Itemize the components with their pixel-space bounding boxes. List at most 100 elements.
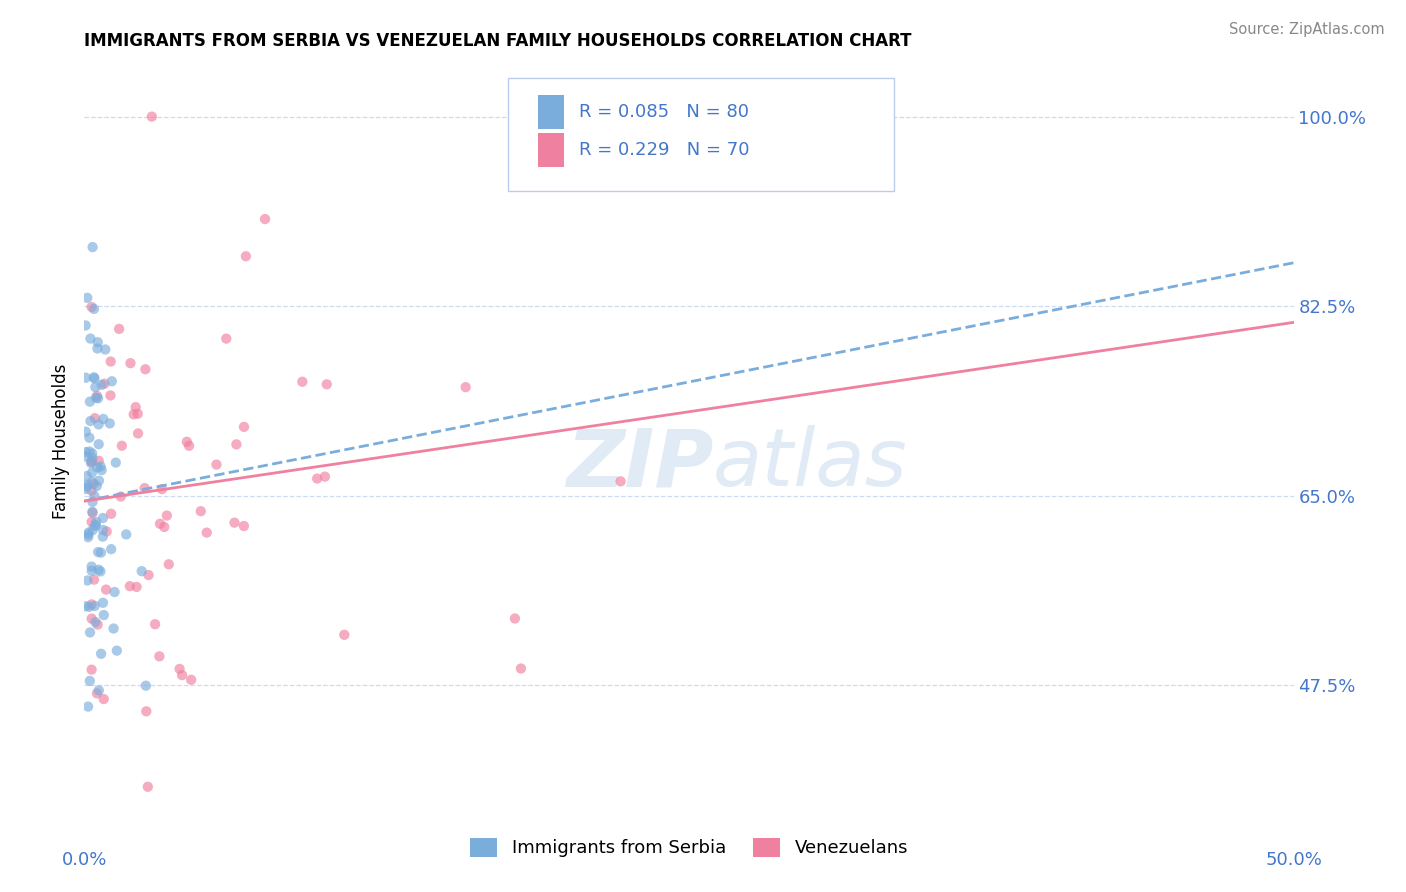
Text: ZIP: ZIP (565, 425, 713, 503)
Point (80, 456, 103, 470)
Point (84, 518, 107, 533)
Point (87, 454, 110, 468)
Point (91, 511, 114, 525)
Point (79, 444, 101, 458)
Point (83, 489, 105, 503)
Point (77, 527, 100, 541)
Point (79, 394, 101, 409)
Point (103, 585, 125, 599)
Point (82, 495, 104, 509)
Point (91, 523, 114, 537)
Point (157, 558, 180, 572)
Point (86, 479, 108, 493)
Point (105, 643, 128, 657)
Point (224, 516, 246, 530)
Text: IMMIGRANTS FROM SERBIA VS VENEZUELAN FAMILY HOUSEHOLDS CORRELATION CHART: IMMIGRANTS FROM SERBIA VS VENEZUELAN FAM… (84, 32, 912, 50)
Point (609, 475, 631, 489)
Point (77, 525, 100, 540)
Point (127, 407, 149, 421)
Point (110, 490, 132, 504)
Point (235, 249, 257, 263)
Point (138, 568, 160, 582)
Point (80, 455, 103, 469)
Point (80, 612, 103, 626)
Point (143, 617, 166, 632)
Point (176, 434, 198, 449)
Point (91, 596, 114, 610)
Point (454, 380, 477, 394)
Point (83, 477, 105, 491)
Point (333, 628, 356, 642)
Point (79, 431, 101, 445)
Point (291, 375, 314, 389)
Point (80, 454, 103, 468)
Point (77, 530, 100, 544)
Point (82, 505, 104, 519)
Point (90, 546, 112, 560)
Point (75, 445, 97, 459)
Point (84, 518, 107, 533)
Text: 0.0%: 0.0% (62, 851, 107, 869)
Point (82, 240, 104, 254)
Point (150, 482, 173, 496)
Point (134, 481, 156, 495)
Point (134, 362, 156, 376)
Point (93, 692, 115, 706)
Text: R = 0.085   N = 80: R = 0.085 N = 80 (579, 103, 749, 120)
Point (75, 482, 97, 496)
Point (100, 542, 122, 557)
Point (131, 564, 153, 578)
Point (76, 291, 98, 305)
Point (98, 417, 121, 431)
Point (79, 332, 101, 346)
Point (314, 469, 336, 483)
Point (80, 559, 103, 574)
Point (76, 469, 98, 483)
Point (87, 437, 110, 451)
Point (149, 516, 172, 531)
Point (254, 212, 277, 227)
Legend: Immigrants from Serbia, Venezuelans: Immigrants from Serbia, Venezuelans (463, 830, 915, 864)
Point (86, 389, 108, 403)
Point (93, 376, 115, 391)
Point (83, 573, 105, 587)
FancyBboxPatch shape (508, 78, 894, 191)
Point (91, 530, 114, 544)
Point (96, 524, 118, 539)
Y-axis label: Family Households: Family Households (52, 364, 70, 519)
Point (90, 459, 112, 474)
Point (89, 565, 111, 579)
Point (127, 426, 149, 441)
Point (315, 377, 337, 392)
Point (76, 574, 98, 588)
Point (87, 335, 110, 350)
Point (93, 608, 115, 623)
Point (86, 617, 108, 632)
Bar (538, 95, 564, 128)
Point (80, 564, 103, 578)
Point (83, 371, 105, 385)
Point (509, 661, 531, 675)
Point (84, 615, 107, 629)
Point (120, 356, 142, 370)
Point (84, 391, 107, 405)
Point (82, 466, 104, 480)
Point (87, 474, 110, 488)
Point (80, 300, 103, 314)
Point (104, 456, 127, 470)
Point (169, 662, 191, 676)
Point (75, 318, 97, 333)
Point (205, 458, 228, 472)
Point (103, 622, 125, 636)
Point (100, 388, 122, 402)
Point (84, 380, 107, 394)
Point (87, 391, 110, 405)
Point (124, 400, 146, 414)
Point (225, 437, 247, 451)
Point (215, 332, 238, 346)
Point (82, 475, 104, 489)
Point (83, 301, 105, 316)
Point (75, 425, 97, 439)
Point (79, 625, 101, 640)
Point (83, 411, 105, 425)
